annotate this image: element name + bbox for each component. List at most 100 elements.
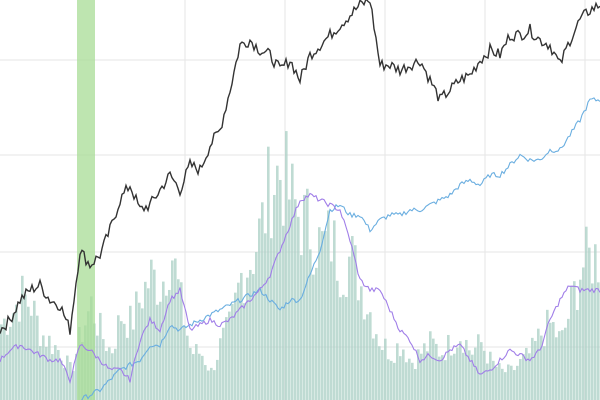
volume-bar [375, 334, 378, 400]
volume-bar [423, 343, 426, 400]
volume-bar [225, 317, 228, 400]
volume-bar [540, 335, 543, 400]
volume-bar [12, 313, 15, 400]
volume-bar [114, 348, 117, 400]
volume-bar [273, 194, 276, 400]
volume-bar [387, 359, 390, 400]
volume-bar [177, 279, 180, 400]
series-line-0 [0, 0, 600, 335]
volume-bar [123, 323, 126, 400]
volume-bar [528, 353, 531, 400]
volume-bar [345, 296, 348, 400]
volume-bar [567, 318, 570, 400]
volume-bar [351, 236, 354, 400]
volume-bar [564, 327, 567, 400]
volume-bar [333, 220, 336, 400]
volume-bar [597, 282, 600, 400]
volume-bar [111, 353, 114, 400]
volume-bar [141, 308, 144, 400]
volume-bar [585, 226, 588, 400]
volume-bar [204, 365, 207, 400]
highlight-band-rect [77, 0, 95, 400]
volume-bar [108, 347, 111, 400]
volume-bar [354, 245, 357, 400]
volume-bar [303, 194, 306, 400]
volume-bar [492, 360, 495, 400]
volume-bar [42, 335, 45, 400]
volume-bar [135, 291, 138, 400]
series-line-1 [80, 97, 600, 400]
volume-bar [195, 344, 198, 400]
volume-bar [36, 315, 39, 400]
volume-bar [444, 360, 447, 400]
volume-bar [234, 292, 237, 400]
volume-bar [309, 249, 312, 400]
volume-bar [519, 358, 522, 400]
volume-bar [411, 362, 414, 400]
volume-bar [300, 255, 303, 400]
volume-bar [45, 346, 48, 400]
volume-bar [180, 282, 183, 400]
volume-bar [378, 346, 381, 400]
volume-bar [9, 326, 12, 400]
volume-bar [471, 354, 474, 400]
volume-bar [60, 360, 63, 400]
volume-bar [207, 370, 210, 400]
volume-bar [72, 371, 75, 400]
volume-bar [6, 334, 9, 400]
volume-bar [402, 349, 405, 400]
volume-bar [228, 311, 231, 400]
volume-bar [63, 368, 66, 400]
volume-bar [327, 210, 330, 400]
volume-bar [486, 363, 489, 400]
volume-bar [408, 358, 411, 400]
volume-bar [66, 355, 69, 400]
volume-bar [543, 346, 546, 400]
volume-bar [285, 131, 288, 400]
volume-bar [588, 247, 591, 400]
volume-bar [276, 165, 279, 400]
volume-bar [342, 294, 345, 400]
volume-bar [504, 372, 507, 400]
volume-bar [441, 355, 444, 400]
volume-bar [54, 345, 57, 400]
volume-bar [495, 366, 498, 400]
volume-bar [483, 350, 486, 400]
volume-bar [426, 351, 429, 400]
volume-bar [183, 326, 186, 400]
volume-bar [489, 351, 492, 400]
volume-bar [498, 363, 501, 400]
volume-bar [240, 272, 243, 400]
volume-bar [219, 338, 222, 400]
volume-bar [357, 300, 360, 400]
volume-bar [432, 338, 435, 400]
volume-bar [57, 349, 60, 400]
volume-bar [75, 353, 78, 400]
volume-bar [474, 347, 477, 400]
volume-bar [318, 227, 321, 400]
volume-bar [522, 354, 525, 400]
volume-bar [480, 342, 483, 400]
volume-bar [117, 315, 120, 400]
volume-bar [462, 352, 465, 400]
volume-bar [102, 339, 105, 400]
volume-bar [270, 238, 273, 400]
volume-bar [192, 354, 195, 400]
volume-bar [147, 288, 150, 400]
volume-bar [99, 312, 102, 400]
volume-bar [579, 279, 582, 400]
volume-bar [129, 305, 132, 400]
volume-bar [438, 356, 441, 400]
volume-bar [369, 312, 372, 400]
volume-bar [258, 218, 261, 400]
volume-bar [576, 309, 579, 400]
volume-bar [165, 295, 168, 400]
volume-bar [213, 370, 216, 400]
volume-bar [48, 335, 51, 400]
volume-bar [33, 300, 36, 400]
volume-bar [501, 368, 504, 400]
volume-bar [18, 321, 21, 400]
volume-bar [201, 355, 204, 400]
volume-bar [291, 163, 294, 400]
volume-bar [15, 304, 18, 400]
